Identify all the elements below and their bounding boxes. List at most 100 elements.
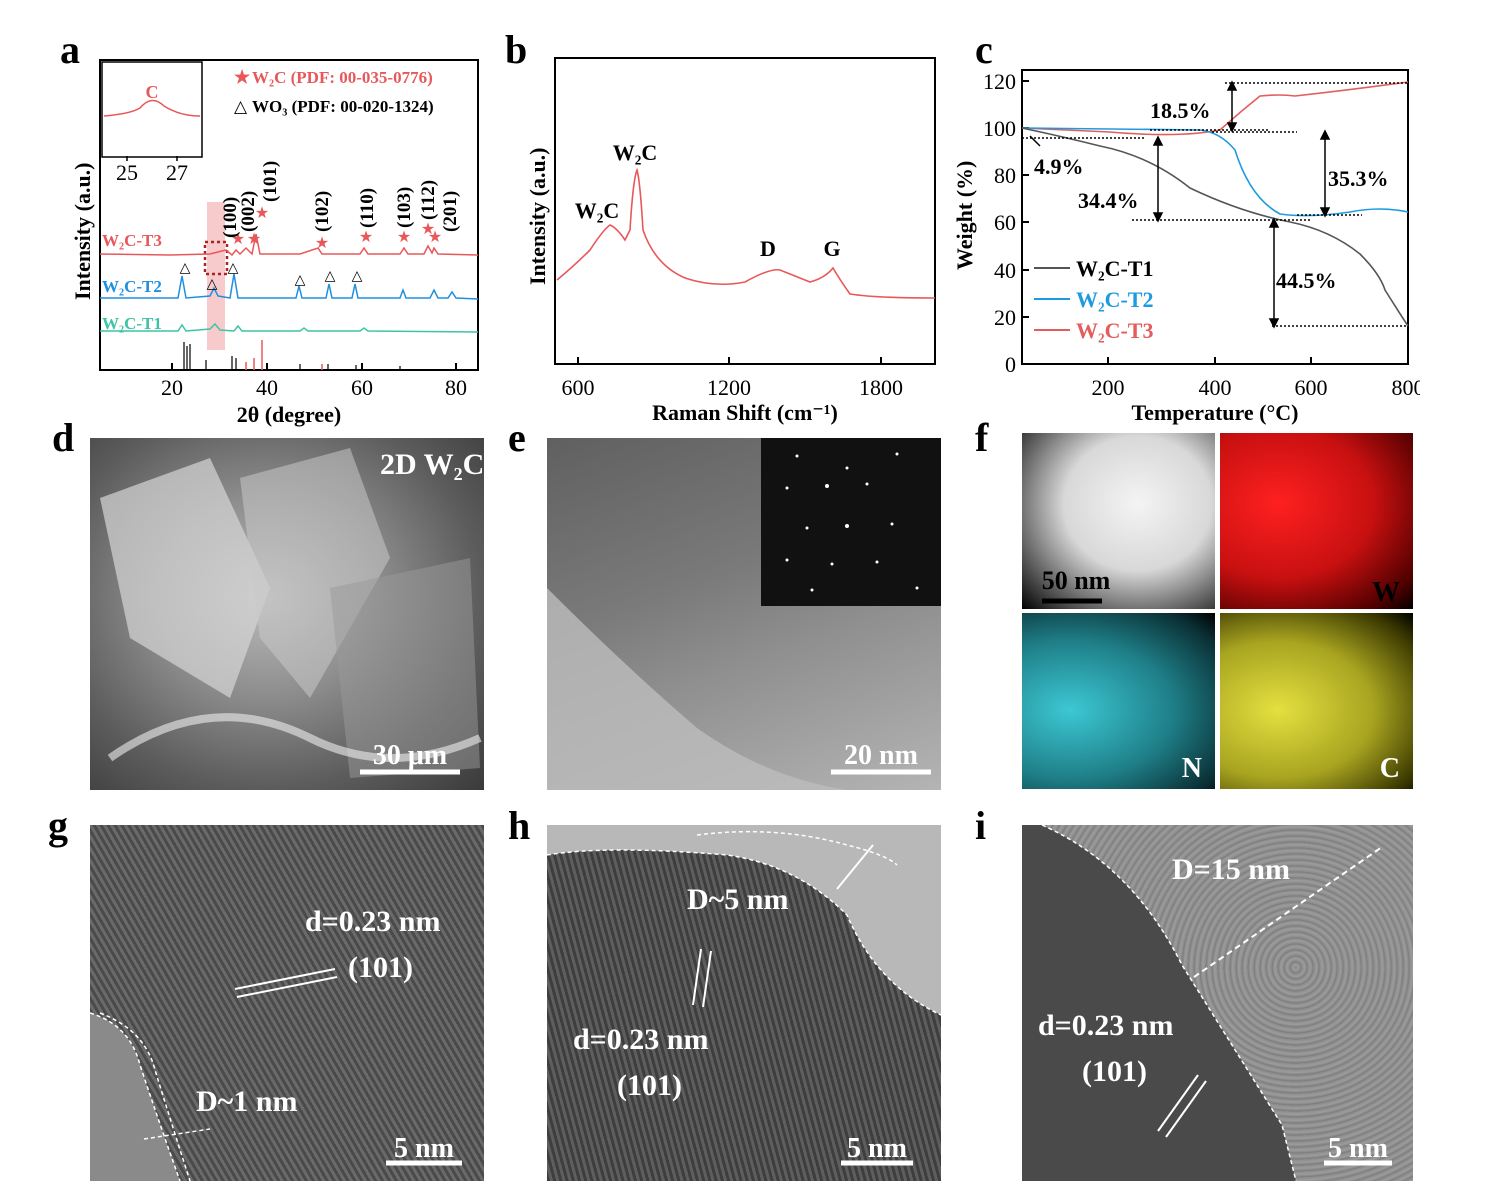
- hrtem-i-scale-label: 5 nm: [1328, 1133, 1388, 1164]
- tga-ytick-80: 80: [994, 163, 1016, 188]
- svg-text:★: ★: [231, 231, 245, 248]
- xrd-ylabel: Intensity (a.u.): [70, 162, 95, 300]
- series-label-t1: W₂C-T1: [102, 314, 162, 333]
- panel-label-a: a: [60, 27, 80, 72]
- tga-anno-18-5: 18.5%: [1150, 98, 1211, 123]
- tga-anno-35-3: 35.3%: [1328, 166, 1389, 191]
- xrd-xtick-40: 40: [256, 375, 278, 400]
- series-label-t3: W₂C-T3: [102, 231, 162, 250]
- hrtem-h-dspacing: d=0.23 nm: [573, 1023, 708, 1056]
- svg-text:★: ★: [421, 221, 435, 238]
- panel-label-d: d: [52, 415, 75, 460]
- raman-label-g: G: [823, 236, 840, 261]
- tga-ylabel: Weight (%): [952, 161, 977, 270]
- tga-ytick-40: 40: [994, 258, 1016, 283]
- tga-xlabel: Temperature (°C): [1131, 400, 1298, 425]
- tem-scale-label: 20 nm: [844, 740, 918, 771]
- tga-anno-34-4: 34.4%: [1078, 188, 1139, 213]
- svg-text:★: ★: [247, 231, 261, 248]
- tga-legend-t3: W₂C-T3: [1076, 318, 1153, 343]
- svg-text:△: △: [295, 273, 306, 288]
- hrtem-image-i: D=15 nm d=0.23 nm (101) 5 nm: [1022, 825, 1413, 1181]
- eds-label-c: C: [1380, 753, 1400, 784]
- tga-xtick-800: 800: [1392, 375, 1421, 400]
- raman-label-w2c-2: W₂C: [613, 140, 657, 165]
- peak-102: (102): [312, 191, 333, 232]
- panel-label-b: b: [505, 27, 528, 72]
- svg-text:★: ★: [428, 229, 442, 246]
- panel-label-g: g: [48, 803, 68, 848]
- hrtem-i-plane: (101): [1082, 1055, 1147, 1088]
- svg-text:△: △: [325, 269, 336, 284]
- series-label-t2: W₂C-T2: [102, 277, 162, 296]
- hrtem-g-dspacing: d=0.23 nm: [305, 905, 440, 938]
- tga-xtick-400: 400: [1199, 375, 1232, 400]
- haadf-image: 50 nm: [1022, 433, 1215, 609]
- peak-103: (103): [394, 187, 415, 228]
- inset-tick-27: 27: [166, 160, 188, 185]
- panel-label-c: c: [975, 27, 993, 72]
- peak-201: (201): [440, 191, 461, 232]
- hrtem-i-thickness: D=15 nm: [1172, 853, 1290, 886]
- svg-text:△: △: [234, 97, 248, 116]
- panel-label-f: f: [975, 415, 989, 460]
- tga-anno-4-9: 4.9%: [1034, 154, 1084, 179]
- raman-label-d: D: [760, 236, 776, 261]
- svg-text:★: ★: [234, 67, 251, 87]
- tem-image: 20 nm: [547, 438, 941, 790]
- tga-ytick-0: 0: [1005, 352, 1016, 377]
- xrd-xtick-60: 60: [351, 375, 373, 400]
- xrd-chart: C 25 27 ★ W₂C (PDF: 00-035-0776) △ WO₃ (…: [70, 59, 479, 427]
- svg-text:★: ★: [255, 205, 269, 222]
- sem-scale-label: 30 μm: [373, 740, 447, 771]
- tga-ytick-100: 100: [983, 116, 1016, 141]
- eds-label-w: W: [1372, 577, 1400, 608]
- raman-xtick-1200: 1200: [707, 375, 751, 400]
- hrtem-h-scale-label: 5 nm: [847, 1133, 907, 1164]
- tga-xtick-600: 600: [1295, 375, 1328, 400]
- eds-map-c: C: [1220, 613, 1413, 789]
- peak-002: (002): [238, 191, 259, 232]
- xrd-xtick-80: 80: [445, 375, 467, 400]
- peak-101: (101): [260, 161, 281, 202]
- tga-legend-t2: W₂C-T2: [1076, 287, 1153, 312]
- legend-w2c: W₂C (PDF: 00-035-0776): [252, 68, 433, 87]
- hrtem-g-scale-label: 5 nm: [394, 1133, 454, 1164]
- sem-image: 30 μm 2D W₂C: [90, 438, 484, 790]
- svg-text:△: △: [207, 277, 218, 292]
- peak-100: (100): [220, 197, 241, 238]
- hrtem-i-dspacing: d=0.23 nm: [1038, 1009, 1173, 1042]
- svg-text:★: ★: [359, 229, 373, 246]
- svg-text:△: △: [228, 261, 239, 276]
- raman-xtick-600: 600: [562, 375, 595, 400]
- raman-xtick-1800: 1800: [859, 375, 903, 400]
- inset-peak-label: C: [146, 82, 159, 102]
- tga-xtick-200: 200: [1092, 375, 1125, 400]
- tga-ytick-120: 120: [983, 69, 1016, 94]
- raman-ylabel: Intensity (a.u.): [525, 147, 550, 285]
- tga-legend-t1: W₂C-T1: [1076, 256, 1153, 281]
- eds-map-w: W: [1220, 433, 1413, 609]
- tga-chart: 0 20 40 60 80 100 120 200 400 600 800 Te…: [952, 69, 1421, 425]
- xrd-xlabel: 2θ (degree): [237, 402, 342, 427]
- svg-text:△: △: [180, 261, 191, 276]
- eds-map-n: N: [1022, 613, 1215, 789]
- raman-xlabel: Raman Shift (cm⁻¹): [652, 400, 838, 425]
- tga-anno-44-5: 44.5%: [1276, 268, 1337, 293]
- inset-tick-25: 25: [116, 160, 138, 185]
- raman-chart: W₂C W₂C D G 600 1200 1800 Raman Shift (c…: [525, 57, 936, 425]
- hrtem-g-thickness: D~1 nm: [196, 1085, 297, 1118]
- eds-scale-label: 50 nm: [1042, 566, 1111, 595]
- hrtem-image-g: d=0.23 nm (101) D~1 nm 5 nm: [90, 825, 484, 1181]
- raman-label-w2c-1: W₂C: [575, 198, 619, 223]
- svg-text:★: ★: [397, 229, 411, 246]
- panel-label-i: i: [975, 803, 987, 848]
- xrd-xtick-20: 20: [161, 375, 183, 400]
- hrtem-h-plane: (101): [617, 1069, 682, 1102]
- peak-112: (112): [418, 180, 439, 220]
- hrtem-g-plane: (101): [348, 951, 413, 984]
- hrtem-h-thickness: D~5 nm: [687, 883, 788, 916]
- peak-110: (110): [357, 188, 378, 228]
- tga-ytick-60: 60: [994, 210, 1016, 235]
- panel-label-e: e: [508, 415, 526, 460]
